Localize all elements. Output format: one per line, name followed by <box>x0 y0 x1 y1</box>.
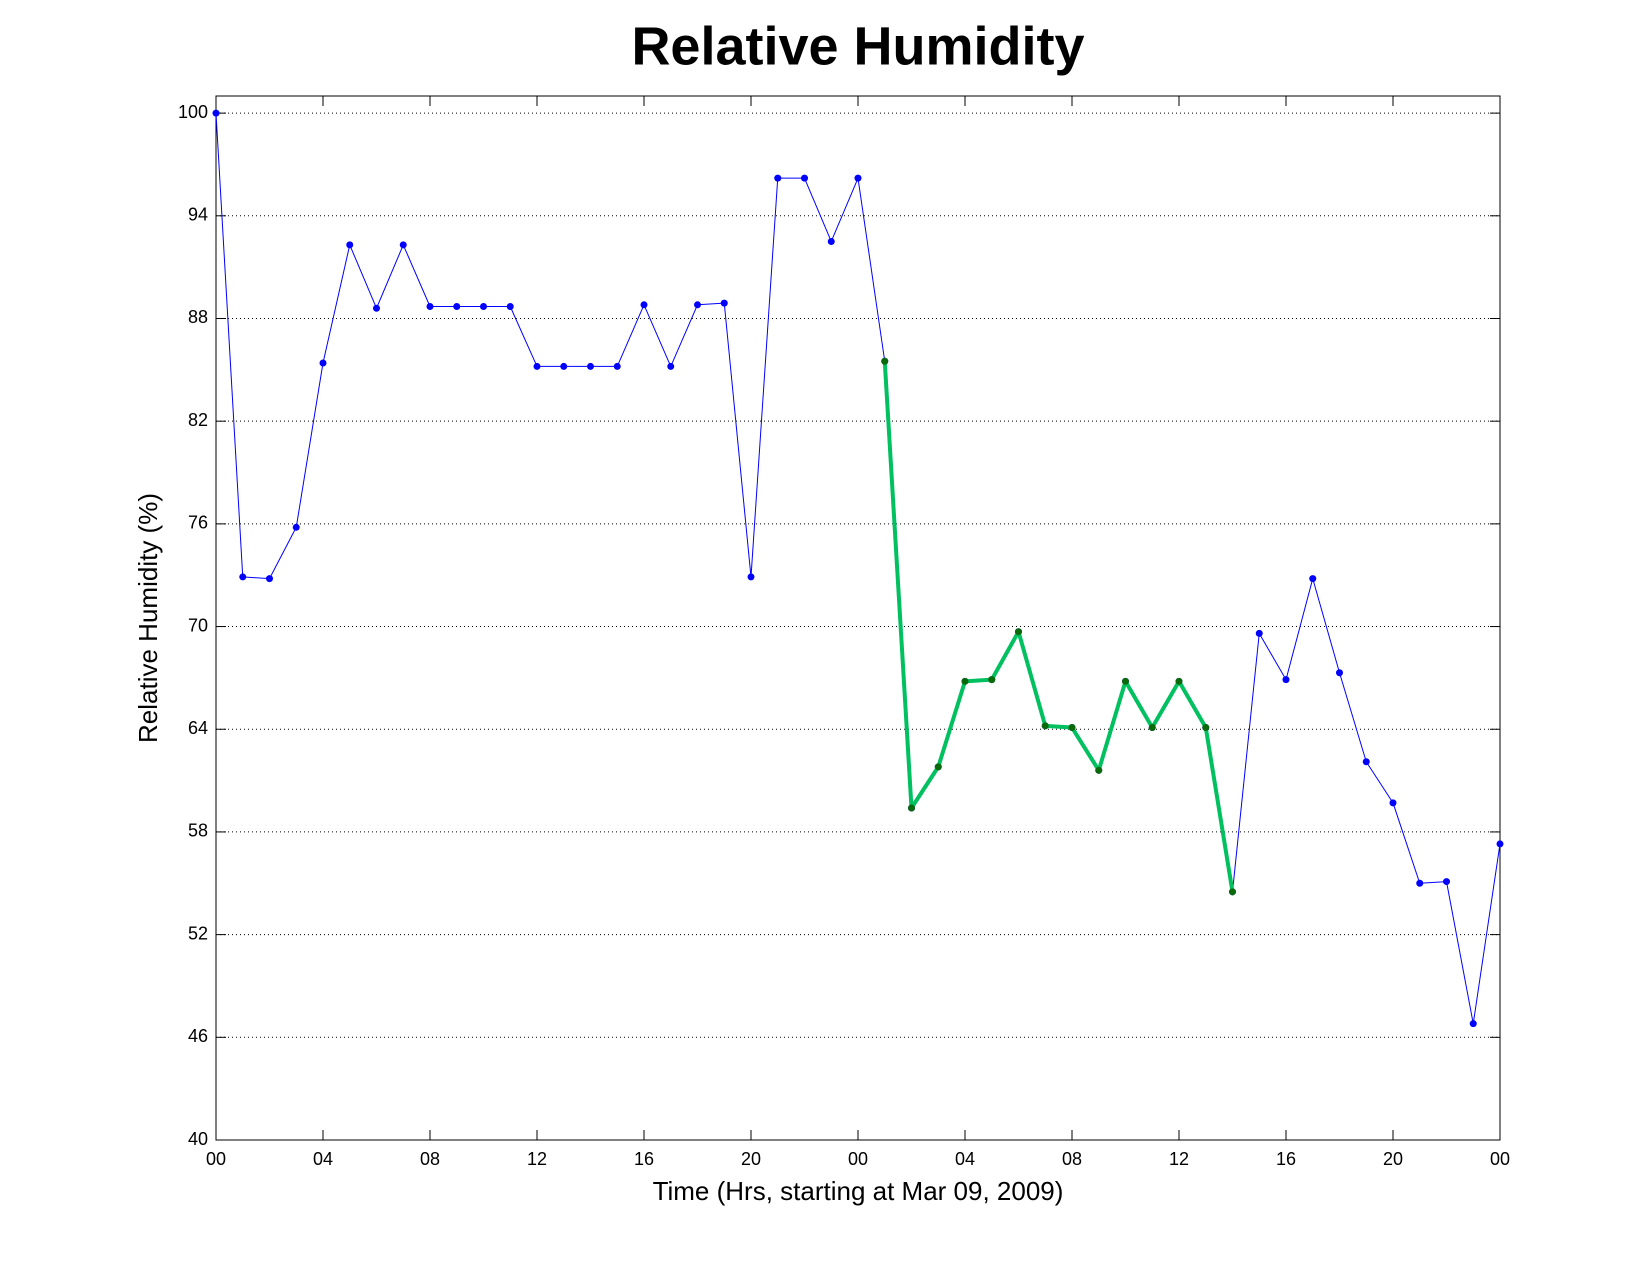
chart-title: Relative Humidity <box>631 16 1084 76</box>
y-tick-label: 40 <box>188 1129 208 1149</box>
data-point <box>1095 766 1103 774</box>
plot-area <box>216 96 1500 1140</box>
data-point <box>506 303 514 311</box>
data-point <box>640 301 648 309</box>
data-point <box>908 804 915 812</box>
data-point <box>426 303 434 311</box>
data-point <box>934 763 942 771</box>
data-point <box>774 174 782 182</box>
data-point <box>1041 722 1049 730</box>
data-point <box>533 362 541 370</box>
y-axis-label: Relative Humidity (%) <box>133 493 163 743</box>
data-point <box>1122 677 1129 685</box>
y-tick-label: 100 <box>178 102 208 122</box>
data-point <box>1068 724 1076 732</box>
data-point <box>1469 1020 1477 1028</box>
y-tick-label: 52 <box>188 923 208 943</box>
data-point <box>587 362 594 370</box>
data-point <box>1229 888 1236 896</box>
x-axis-label: Time (Hrs, starting at Mar 09, 2009) <box>653 1176 1064 1206</box>
data-point <box>801 174 808 182</box>
data-point <box>239 573 247 581</box>
x-tick-label: 12 <box>527 1149 547 1169</box>
data-point <box>1148 724 1156 732</box>
data-point <box>1443 878 1450 886</box>
data-point <box>667 362 675 370</box>
data-point <box>292 523 300 531</box>
data-point <box>694 301 701 309</box>
x-tick-label: 04 <box>955 1149 975 1169</box>
data-point <box>1309 575 1317 583</box>
x-tick-label: 08 <box>1062 1149 1082 1169</box>
y-tick-label: 88 <box>188 307 208 327</box>
x-tick-label: 00 <box>206 1149 226 1169</box>
data-point <box>720 299 728 307</box>
data-point <box>1362 758 1370 766</box>
data-point <box>961 677 969 685</box>
data-point <box>1255 629 1263 637</box>
data-point <box>1496 840 1504 848</box>
x-tick-label: 08 <box>420 1149 440 1169</box>
series-line <box>882 361 1235 893</box>
data-point <box>747 573 755 581</box>
data-point <box>854 174 862 182</box>
data-point <box>212 109 220 117</box>
data-point <box>266 575 273 583</box>
data-point <box>480 303 487 311</box>
x-tick-label: 04 <box>313 1149 333 1169</box>
y-tick-label: 46 <box>188 1026 208 1046</box>
x-tick-label: 12 <box>1169 1149 1189 1169</box>
data-point <box>346 241 354 249</box>
plot-frame <box>215 95 1501 1141</box>
y-tick-label: 70 <box>188 615 208 635</box>
data-point <box>560 362 568 370</box>
x-tick-label: 16 <box>634 1149 654 1169</box>
data-point <box>1416 879 1424 887</box>
y-tick-label: 94 <box>188 205 208 225</box>
y-tick-label: 76 <box>188 513 208 533</box>
data-point <box>881 357 889 365</box>
data-point <box>1389 799 1397 807</box>
data-point <box>1015 628 1022 636</box>
data-point <box>399 241 407 249</box>
data-point <box>827 237 835 245</box>
data-point <box>319 359 327 367</box>
data-point <box>453 303 461 311</box>
data-point <box>1336 669 1343 677</box>
y-tick-label: 58 <box>188 821 208 841</box>
x-tick-label: 16 <box>1276 1149 1296 1169</box>
data-point <box>613 362 621 370</box>
data-point <box>1282 676 1290 684</box>
data-point <box>1175 677 1183 685</box>
data-point <box>988 676 996 684</box>
y-tick-label: 82 <box>188 410 208 430</box>
x-tick-label: 00 <box>848 1149 868 1169</box>
data-point <box>373 304 380 312</box>
x-tick-label: 20 <box>741 1149 761 1169</box>
data-point <box>1202 724 1210 732</box>
x-tick-label: 20 <box>1383 1149 1403 1169</box>
y-tick-label: 64 <box>188 718 208 738</box>
x-tick-label: 00 <box>1490 1149 1510 1169</box>
